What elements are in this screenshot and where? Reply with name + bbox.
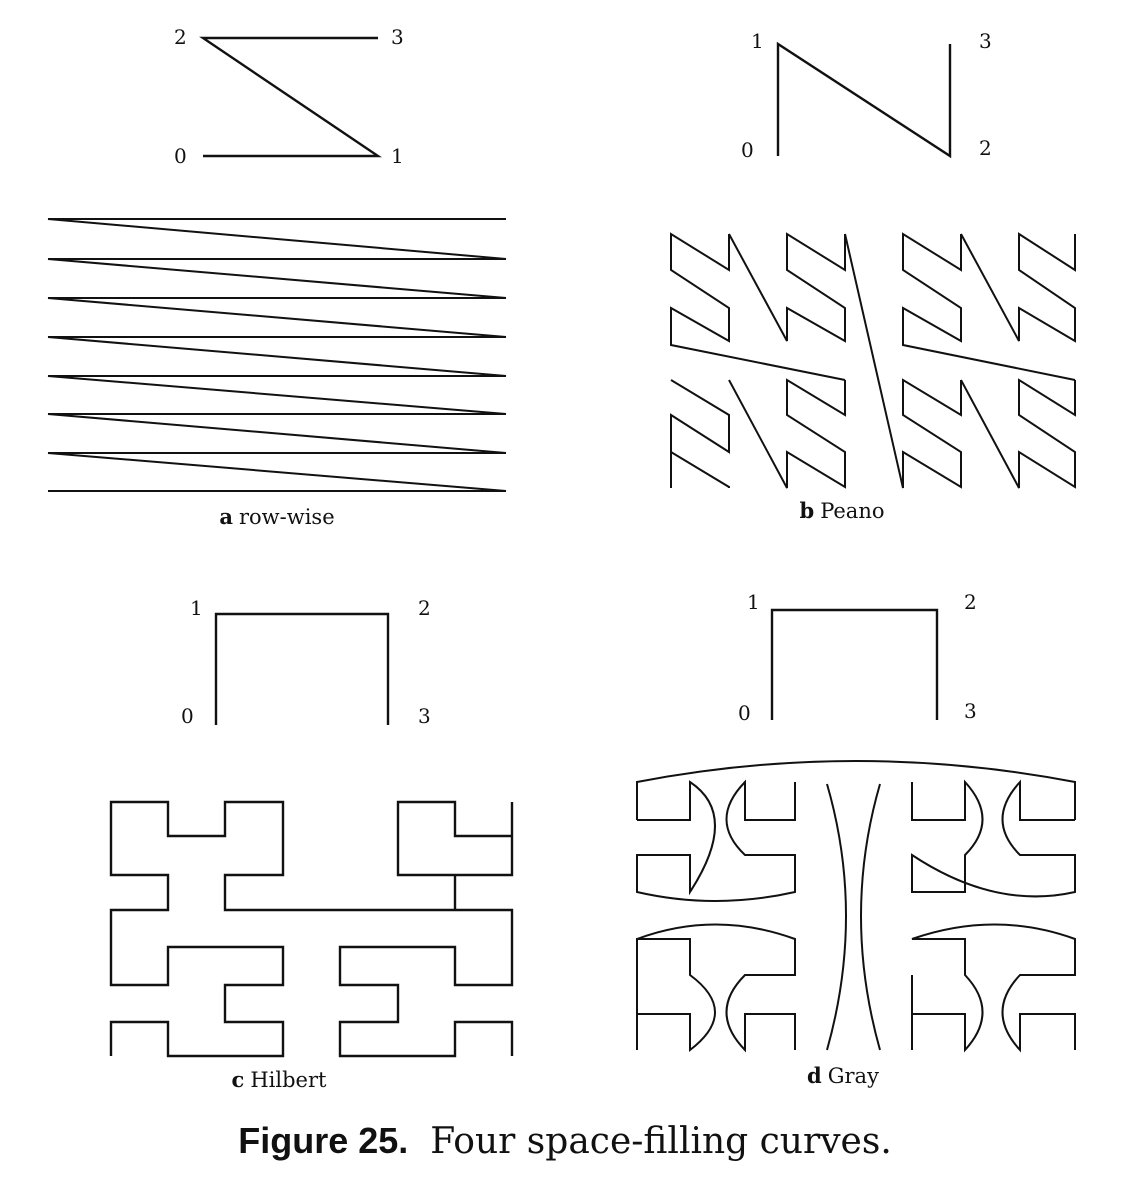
gray-caption-name: Gray bbox=[828, 1064, 879, 1088]
gray-label-0: 0 bbox=[738, 701, 751, 725]
peano-caption-letter: b bbox=[800, 498, 815, 523]
peano-label-0: 0 bbox=[741, 138, 754, 162]
peano-link-1 bbox=[670, 232, 846, 381]
gray-top-arch bbox=[636, 760, 1076, 820]
gray-center-left bbox=[826, 783, 847, 1051]
gray-basic-curve bbox=[770, 608, 939, 720]
row-wise-caption-letter: a bbox=[219, 504, 233, 529]
peano-basic-curve bbox=[776, 41, 952, 159]
row-wise-label-1: 1 bbox=[391, 144, 404, 168]
peano-block-6 bbox=[960, 232, 1076, 343]
gray-quad-br bbox=[911, 923, 1076, 1053]
peano-label-3: 3 bbox=[979, 29, 992, 53]
panel-hilbert: 0 1 2 3 c Hilbert bbox=[109, 596, 514, 1092]
hilbert-caption-name: Hilbert bbox=[250, 1068, 327, 1092]
hilbert-label-3: 3 bbox=[418, 704, 431, 728]
gray-quad-tr bbox=[911, 779, 1076, 898]
hilbert-caption: c Hilbert bbox=[232, 1067, 327, 1092]
peano-block-5 bbox=[960, 378, 1076, 489]
gray-label-3: 3 bbox=[964, 699, 977, 723]
hilbert-label-2: 2 bbox=[418, 596, 431, 620]
gray-full-curve bbox=[636, 760, 1076, 1053]
row-wise-full-curve bbox=[47, 218, 507, 492]
hilbert-label-1: 1 bbox=[190, 596, 203, 620]
row-wise-label-3: 3 bbox=[391, 25, 404, 49]
gray-basic-pattern: 0 1 2 3 bbox=[738, 590, 977, 725]
hilbert-basic-pattern: 0 1 2 3 bbox=[181, 596, 431, 728]
panel-peano: 0 1 2 3 b Peano bbox=[670, 29, 1076, 523]
peano-block-4 bbox=[728, 232, 846, 343]
peano-link-2 bbox=[844, 233, 962, 489]
figure-caption-text: Four space-filling curves. bbox=[430, 1121, 892, 1162]
peano-label-2: 2 bbox=[979, 136, 992, 160]
row-wise-caption-name: row-wise bbox=[239, 505, 335, 529]
peano-block-1 bbox=[670, 450, 730, 488]
peano-caption: b Peano bbox=[800, 498, 885, 523]
row-wise-label-2: 2 bbox=[174, 25, 187, 49]
gray-caption-letter: d bbox=[807, 1063, 822, 1088]
panel-gray: 0 1 2 3 d Gray bbox=[636, 590, 1076, 1088]
figure-number: Figure 25. bbox=[238, 1120, 409, 1161]
peano-link-3 bbox=[902, 232, 1076, 381]
row-wise-label-0: 0 bbox=[174, 144, 187, 168]
peano-label-1: 1 bbox=[751, 29, 764, 53]
peano-block-2 bbox=[670, 379, 730, 454]
gray-caption: d Gray bbox=[807, 1063, 879, 1088]
hilbert-full-curve bbox=[109, 800, 514, 1058]
peano-full-curve bbox=[670, 232, 1076, 489]
gray-quad-tl bbox=[636, 779, 796, 902]
gray-center-right bbox=[860, 783, 881, 1051]
hilbert-caption-letter: c bbox=[232, 1067, 245, 1092]
row-wise-basic-curve bbox=[199, 36, 382, 158]
peano-caption-name: Peano bbox=[820, 499, 884, 523]
peano-block-3 bbox=[728, 378, 846, 489]
row-wise-caption: a row-wise bbox=[219, 504, 334, 529]
gray-label-2: 2 bbox=[964, 590, 977, 614]
hilbert-label-0: 0 bbox=[181, 704, 194, 728]
peano-basic-pattern: 0 1 2 3 bbox=[741, 29, 992, 162]
hilbert-basic-curve bbox=[214, 612, 390, 725]
figure-caption: Figure 25. Four space-filling curves. bbox=[0, 1120, 1130, 1162]
gray-quad-bl bbox=[636, 923, 796, 1053]
gray-label-1: 1 bbox=[747, 590, 760, 614]
row-wise-basic-pattern: 0 1 2 3 bbox=[174, 25, 404, 168]
panel-row-wise: 0 1 2 3 a row-wise bbox=[47, 25, 507, 529]
